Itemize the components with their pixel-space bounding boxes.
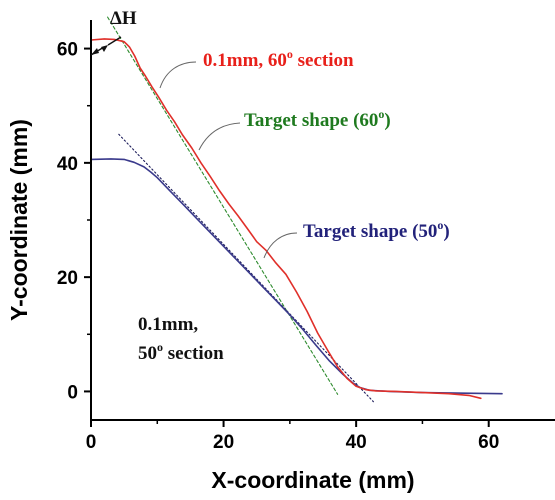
- y-tick-label: 40: [57, 154, 78, 175]
- series-red-section: [90, 38, 482, 400]
- red-label-leader: [159, 61, 197, 89]
- delta-h-label: ΔH: [110, 8, 137, 29]
- plot-lines: [90, 16, 503, 403]
- target-shape-60-label: Target shape (60o): [244, 107, 391, 131]
- blue-section-label-line1: 0.1mm,: [138, 314, 198, 335]
- y-axis-title: Y-coordinate (mm): [6, 119, 32, 321]
- y-tick-label: 0: [67, 382, 78, 403]
- blue-label-leader: [263, 232, 298, 259]
- x-axis-title: X-coordinate (mm): [211, 467, 414, 493]
- x-tick-label: 0: [86, 432, 97, 453]
- y-tick-label: 20: [57, 268, 78, 289]
- axes: [90, 20, 555, 421]
- blue-section-label-line2: 50o section: [138, 340, 224, 364]
- x-tick-label: 60: [478, 432, 499, 453]
- y-tick-label: 60: [57, 40, 78, 61]
- ticks: 0 20 40 60 0 20 40 60: [57, 40, 499, 453]
- x-tick-label: 20: [213, 432, 234, 453]
- x-tick-label: 40: [346, 432, 367, 453]
- red-section-label: 0.1mm, 60o section: [203, 47, 354, 71]
- delta-h-arrowhead-right: [101, 45, 108, 52]
- series-target60: [107, 16, 339, 395]
- delta-h-arrowhead-left: [91, 48, 99, 55]
- target-shape-50-label: Target shape (50o): [303, 218, 450, 242]
- green-label-leader: [198, 122, 241, 151]
